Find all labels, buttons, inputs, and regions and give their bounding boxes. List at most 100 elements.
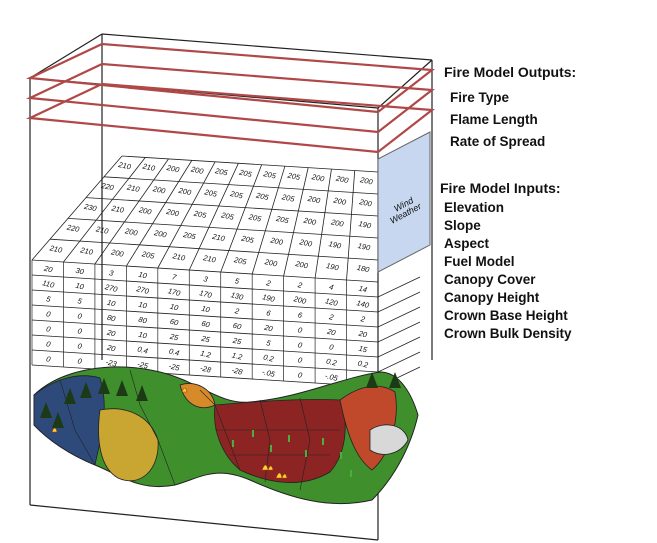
grid-cell-value: -25: [168, 361, 181, 373]
grid-cell-value: -28: [231, 365, 244, 377]
grid-line: [283, 167, 309, 277]
grid-cell-value: 10: [200, 304, 211, 315]
input-item: Crown Base Height: [444, 308, 568, 323]
grid-cell-value: 200: [332, 195, 348, 207]
grid-line: [31, 259, 379, 283]
grid-cell-value: 210: [48, 243, 64, 255]
grid-cell-value: 220: [65, 222, 81, 234]
grid-cell-value: 0: [77, 341, 84, 351]
grid-cell-value: 200: [294, 259, 310, 271]
input-item: Slope: [444, 218, 481, 233]
grid-cell-value: 205: [274, 214, 290, 226]
frame-top-right-edge: [377, 59, 433, 109]
grid-cell-value: 6: [297, 310, 304, 320]
grid-cell-value: 25: [168, 331, 180, 342]
grid-cell-value: 4: [328, 282, 334, 292]
grid-cell-value: 5: [77, 296, 84, 306]
grid-line: [314, 169, 332, 279]
grid-cell-value: 80: [106, 313, 117, 324]
output-plane-2: [25, 62, 435, 134]
grid-line: [126, 160, 193, 267]
grid-cell-value: 205: [192, 208, 208, 220]
terrain-yellow-zone: [98, 408, 159, 482]
flame-icons: [51, 387, 288, 480]
grid-line: [63, 157, 146, 263]
output-plane-3: [25, 82, 435, 154]
grid-cell-value: 6: [265, 308, 272, 318]
grid-cell-value: 15: [358, 344, 369, 355]
grid-cell-value: 0.2: [357, 358, 370, 369]
grid-cell-value: 190: [357, 241, 372, 253]
grid-cell-value: 0.4: [137, 344, 149, 355]
grid-cell-value: 20: [42, 263, 54, 274]
grid-cell-value: 5: [265, 338, 272, 348]
grid-cell-value: 20: [357, 328, 369, 339]
grid-cell-value: 205: [254, 190, 270, 202]
input-grid-slab: 0 0 80 80 60 60 60 20 0 20 20: [31, 305, 421, 343]
grid-cell-value: 210: [94, 224, 110, 236]
input-item: Canopy Cover: [444, 272, 536, 287]
input-grid-slab: 0 0 20 10 25 25 25 5 0 0 15: [31, 320, 421, 358]
input-grid-slab: 20 30 3 10 7 3 5 2 2 4 14: [31, 260, 421, 298]
grid-cell-value: 0: [297, 355, 304, 365]
grid-cell-value: 200: [109, 247, 125, 259]
grid-cell-value: 2: [233, 306, 241, 316]
grid-cell-value: 190: [328, 239, 343, 251]
grid-cell-value: 205: [238, 167, 254, 179]
grid-line: [220, 164, 263, 273]
grid-cell-value: 2: [359, 314, 367, 324]
grid-cell-value: 10: [138, 270, 149, 281]
grid-cell-value: 60: [232, 321, 243, 332]
grid-line: [103, 176, 379, 195]
grid-cell-value: 0: [45, 324, 52, 334]
grid-cell-value: 1.2: [231, 350, 244, 361]
grid-cell-value: 200: [165, 163, 181, 175]
grid-cell-value: 205: [213, 166, 229, 178]
grid-cell-value: 200: [306, 194, 322, 206]
terrain-blue-zone: [33, 375, 105, 466]
grid-cell-value: 200: [334, 173, 350, 185]
grid-line: [188, 163, 239, 271]
grid-cell-value: 205: [229, 189, 245, 201]
output-item: Flame Length: [450, 112, 538, 127]
grid-cell-value: 205: [232, 255, 248, 267]
grid-cell-value: 205: [280, 192, 296, 204]
weather-panel-shape: [377, 131, 431, 273]
terrain-rock-zone: [369, 424, 409, 455]
grid-cell-value: 230: [82, 202, 98, 214]
grid-cell-value: 210: [171, 251, 187, 263]
input-item: Aspect: [444, 236, 490, 251]
grid-cell-value: 170: [167, 286, 182, 298]
grid-cell-value: 210: [202, 253, 218, 265]
inputs-heading: Fire Model Inputs:: [440, 180, 561, 196]
grid-cell-value: 200: [358, 197, 374, 209]
grid-cell-value: 10: [75, 281, 86, 292]
grid-cell-value: 0: [77, 356, 84, 366]
weather-panel: Wind Weather: [377, 131, 431, 273]
grid-cell-value: 0: [45, 309, 52, 319]
input-grid-slab: 110 10 270 270 170 170 130 190 200 120 140: [31, 275, 421, 313]
grid-cell-value: 200: [123, 226, 139, 238]
grid-cell-value: 130: [230, 290, 245, 302]
grid-cell-value: 200: [137, 205, 153, 217]
grid-cell-value: 210: [110, 203, 126, 215]
input-grid-slab: 0 0 20 0.4 0.4 1.2 1.2 0.2 0 0.2 0.2: [31, 335, 421, 373]
frame-top-left-edge: [29, 33, 103, 79]
grid-line: [346, 170, 356, 281]
grid-cell-value: 200: [263, 257, 279, 269]
grid-cell-value: 205: [262, 169, 278, 181]
grid-cell-value: 200: [151, 184, 167, 196]
grid-cell-value: 270: [135, 284, 151, 296]
grid-cell-value: 0: [45, 339, 52, 349]
grid-line: [251, 166, 286, 275]
grid-cell-value: 210: [117, 160, 133, 172]
tree-cluster: [40, 372, 401, 428]
grid-cell-value: 205: [247, 212, 263, 224]
grid-cell-value: 205: [181, 230, 197, 242]
grid-line: [67, 218, 379, 239]
grid-cell-value: 200: [329, 217, 345, 229]
grid-cell-value: 205: [140, 249, 156, 261]
